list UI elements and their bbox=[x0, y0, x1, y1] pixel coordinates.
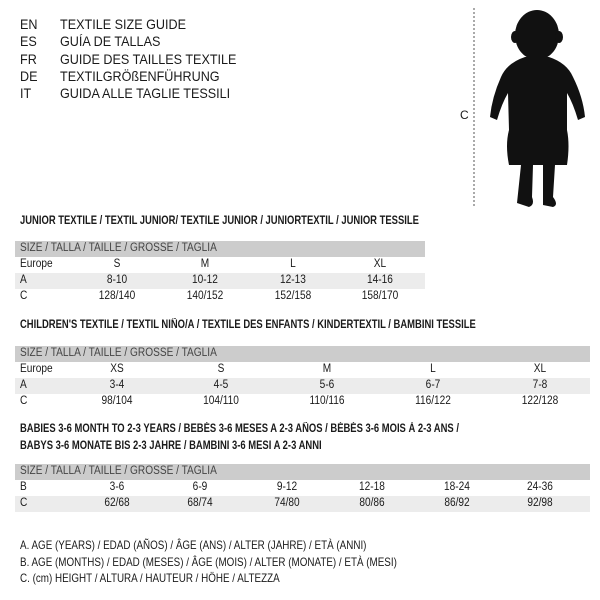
header-label: SIZE / TALLA / TAILLE / GRÖSSE / TAGLIA bbox=[20, 465, 217, 477]
table-cell: 10-12 bbox=[192, 274, 218, 286]
table-header: SIZE / TALLA / TAILLE / GRÖSSE / TAGLIA bbox=[15, 241, 425, 257]
table-cell: 140/152 bbox=[186, 290, 224, 302]
table-cell: 68/74 bbox=[187, 497, 213, 509]
language-code: FR bbox=[20, 50, 37, 67]
language-code: ES bbox=[20, 33, 37, 50]
table-cell: 3-4 bbox=[109, 379, 125, 391]
table-cell: 6-7 bbox=[425, 379, 441, 391]
legend-b: B. AGE (MONTHS) / EDAD (MESES) / ÂGE (MO… bbox=[20, 555, 397, 569]
babies-title-line1: BABIES 3-6 MONTH TO 2-3 YEARS / BEBÉS 3-… bbox=[20, 423, 459, 435]
row-label: A bbox=[20, 274, 27, 286]
table-cell: 74/80 bbox=[274, 497, 300, 509]
table-cell: 7-8 bbox=[532, 379, 548, 391]
table-row: B 3-6 6-9 9-12 12-18 18-24 24-36 bbox=[15, 480, 590, 496]
header-label: SIZE / TALLA / TAILLE / GRÖSSE / TAGLIA bbox=[20, 242, 217, 254]
table-cell: 128/140 bbox=[98, 290, 136, 302]
table-row: A 3-4 4-5 5-6 6-7 7-8 bbox=[15, 378, 590, 394]
children-size-table: SIZE / TALLA / TAILLE / GRÖSSE / TAGLIA E… bbox=[15, 346, 590, 410]
language-title: TEXTILE SIZE GUIDE bbox=[60, 16, 187, 32]
table-cell: M bbox=[322, 363, 332, 375]
table-header: SIZE / TALLA / TAILLE / GRÖSSE / TAGLIA bbox=[15, 464, 590, 480]
row-label: A bbox=[20, 379, 27, 391]
table-cell: 116/122 bbox=[415, 395, 451, 407]
junior-title: JUNIOR TEXTILE / TEXTIL JUNIOR/ TEXTILE … bbox=[20, 215, 419, 227]
table-cell: 80/86 bbox=[359, 497, 385, 509]
table-cell: 62/68 bbox=[104, 497, 130, 509]
table-cell: 12-18 bbox=[359, 481, 385, 493]
table-cell: 14-16 bbox=[367, 274, 393, 286]
table-cell: 3-6 bbox=[109, 481, 125, 493]
table-row: C 98/104 104/110 110/116 116/122 122/128 bbox=[15, 394, 590, 410]
table-cell: XL bbox=[373, 258, 387, 270]
table-cell: 152/158 bbox=[274, 290, 312, 302]
table-cell: L bbox=[430, 363, 436, 375]
children-title: CHILDREN'S TEXTILE / TEXTIL NIÑO/A / TEX… bbox=[20, 319, 476, 331]
table-row: Europe XS S M L XL bbox=[15, 362, 590, 378]
table-header: SIZE / TALLA / TAILLE / GRÖSSE / TAGLIA bbox=[15, 346, 590, 362]
row-label: C bbox=[20, 395, 28, 407]
table-cell: 4-5 bbox=[213, 379, 229, 391]
legend-c: C. (cm) HEIGHT / ALTURA / HAUTEUR / HÖHE… bbox=[20, 571, 280, 585]
table-cell: XS bbox=[110, 363, 124, 375]
table-cell: 9-12 bbox=[276, 481, 298, 493]
table-cell: S bbox=[217, 363, 225, 375]
table-row: C 62/68 68/74 74/80 80/86 86/92 92/98 bbox=[15, 496, 590, 512]
table-cell: 12-13 bbox=[280, 274, 306, 286]
language-title: GUIDE DES TAILLES TEXTILE bbox=[60, 50, 237, 67]
row-label: Europe bbox=[20, 258, 53, 270]
table-cell: 122/128 bbox=[521, 395, 559, 407]
babies-size-table: SIZE / TALLA / TAILLE / GRÖSSE / TAGLIA B… bbox=[15, 464, 590, 512]
language-code: DE bbox=[20, 67, 38, 84]
table-row: Europe S M L XL bbox=[15, 257, 425, 273]
table-cell: L bbox=[290, 258, 296, 270]
table-cell: 8-10 bbox=[106, 274, 128, 286]
language-title: GUÍA DE TALLAS bbox=[60, 33, 161, 50]
table-cell: 18-24 bbox=[444, 481, 470, 493]
table-cell: 98/104 bbox=[101, 395, 133, 407]
junior-size-table: SIZE / TALLA / TAILLE / GRÖSSE / TAGLIA E… bbox=[15, 241, 425, 305]
table-cell: 104/110 bbox=[203, 395, 239, 407]
babies-title-line2: BABYS 3-6 MONATE BIS 2-3 JAHRE / BAMBINI… bbox=[20, 440, 322, 452]
table-cell: 92/98 bbox=[527, 497, 553, 509]
table-cell: S bbox=[113, 258, 121, 270]
table-row: C 128/140 140/152 152/158 158/170 bbox=[15, 289, 425, 305]
table-cell: 6-9 bbox=[192, 481, 208, 493]
table-cell: 86/92 bbox=[444, 497, 470, 509]
language-code: IT bbox=[20, 85, 32, 102]
language-title: GUIDA ALLE TAGLIE TESSILI bbox=[60, 85, 231, 102]
row-label: B bbox=[20, 481, 27, 493]
table-cell: 158/170 bbox=[361, 290, 399, 302]
table-cell: XL bbox=[533, 363, 547, 375]
table-cell: 110/116 bbox=[309, 395, 345, 407]
legend-a: A. AGE (YEARS) / EDAD (AÑOS) / ÂGE (ANS)… bbox=[20, 538, 367, 552]
row-label: C bbox=[20, 497, 28, 509]
row-label: Europe bbox=[20, 363, 53, 375]
table-cell: M bbox=[200, 258, 210, 270]
height-measure-label: C bbox=[460, 108, 469, 122]
language-title: TEXTILGRÖßENFÜHRUNG bbox=[60, 67, 220, 84]
baby-silhouette-icon bbox=[473, 8, 585, 208]
language-code: EN bbox=[20, 16, 38, 32]
table-cell: 24-36 bbox=[527, 481, 553, 493]
table-row: A 8-10 10-12 12-13 14-16 bbox=[15, 273, 425, 289]
table-cell: 5-6 bbox=[319, 379, 335, 391]
row-label: C bbox=[20, 290, 28, 302]
header-label: SIZE / TALLA / TAILLE / GRÖSSE / TAGLIA bbox=[20, 347, 217, 359]
